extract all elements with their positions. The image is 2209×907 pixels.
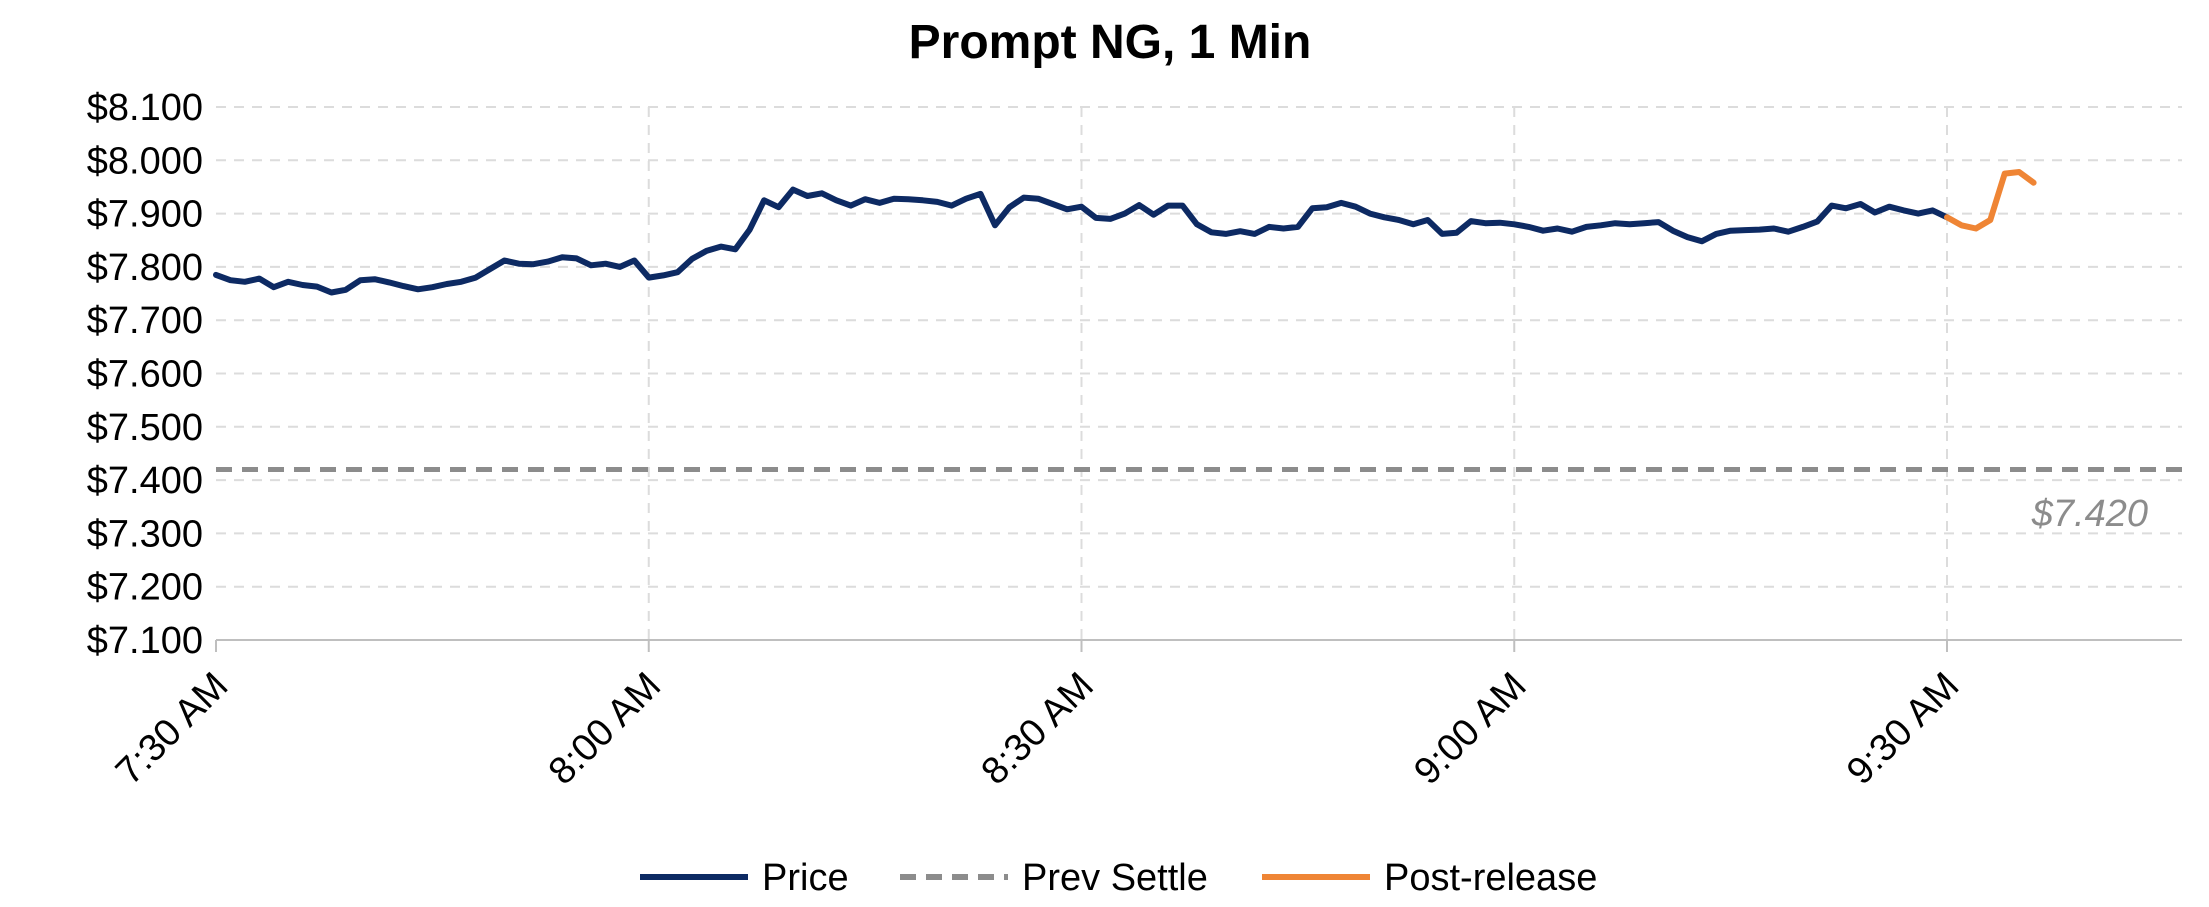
prev-settle-label: $7.420 <box>2031 493 2148 535</box>
y-tick-label: $7.300 <box>87 513 203 555</box>
y-tick-label: $7.800 <box>87 247 203 289</box>
x-tick-label: 9:00 AM <box>1406 665 1534 793</box>
price-line <box>213 186 1950 296</box>
y-tick-label: $7.400 <box>87 460 203 502</box>
y-tick-label: $7.200 <box>87 567 203 609</box>
data-labels: $7.420 <box>2031 493 2148 535</box>
y-tick-label: $7.700 <box>87 300 203 342</box>
x-tick-label: 8:30 AM <box>974 665 1102 793</box>
y-tick-label: $8.100 <box>87 87 203 129</box>
legend: Price Prev Settle Post-release <box>640 857 1597 899</box>
legend-label: Price <box>762 857 849 899</box>
legend-label: Prev Settle <box>1022 857 1208 899</box>
axes: $7.100 $7.200 $7.300 $7.400 $7.500 $7.600 $7.7… <box>87 87 2182 793</box>
x-tick-label: 9:30 AM <box>1839 665 1967 793</box>
y-tick-label: $7.900 <box>87 194 203 236</box>
post-release-line <box>1944 169 2037 232</box>
chart-title: Prompt NG, 1 Min <box>909 16 1312 69</box>
y-tick-label: $8.000 <box>87 140 203 182</box>
legend-label: Post-release <box>1384 857 1597 899</box>
x-tick-label: 8:00 AM <box>541 665 669 793</box>
series-lines <box>213 169 2182 472</box>
y-tick-label: $7.500 <box>87 407 203 449</box>
gridlines <box>216 106 2182 640</box>
y-tick-label: $7.600 <box>87 354 203 396</box>
y-tick-label: $7.100 <box>87 620 203 662</box>
x-tick-label: 7:30 AM <box>108 665 236 793</box>
